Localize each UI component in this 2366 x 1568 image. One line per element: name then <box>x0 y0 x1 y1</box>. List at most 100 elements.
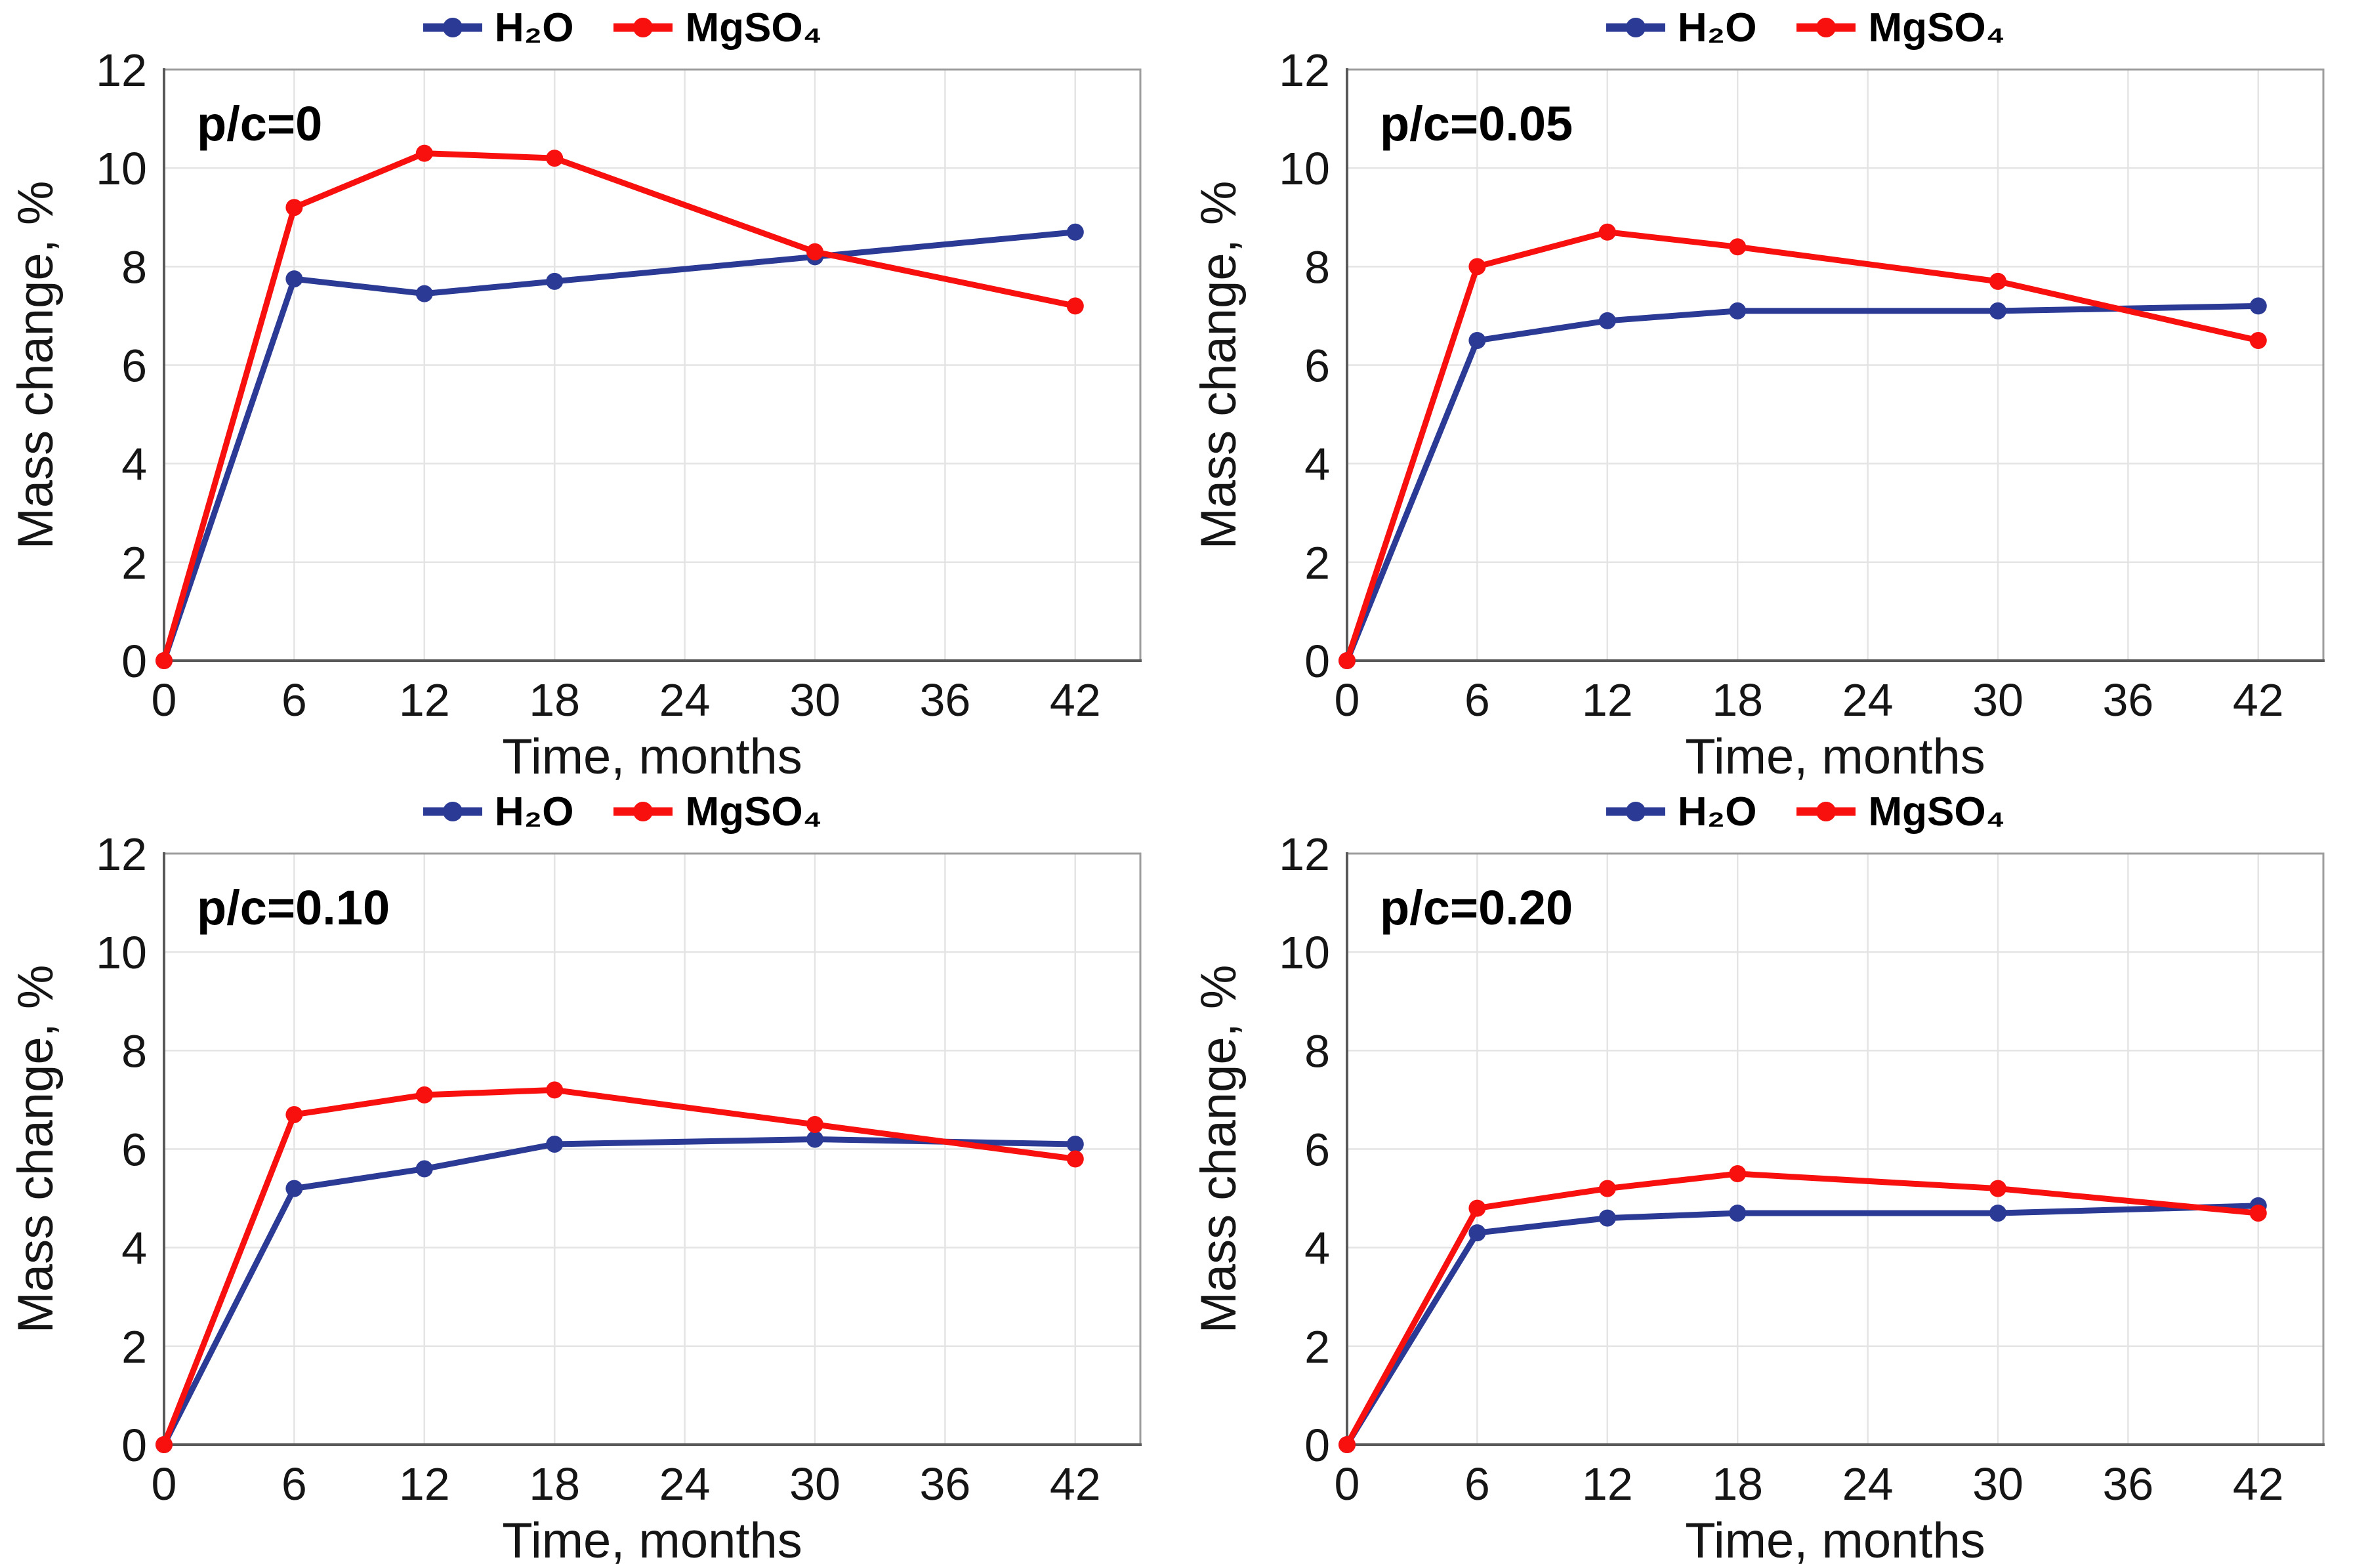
data-point <box>1598 1180 1616 1197</box>
y-tick-label: 8 <box>1304 1025 1330 1077</box>
x-tick-label: 42 <box>1050 674 1101 726</box>
legend-label-h2o: H₂O <box>1677 789 1757 835</box>
data-point <box>415 285 433 302</box>
x-tick-label: 36 <box>2102 1458 2153 1510</box>
data-point <box>1729 1205 1747 1222</box>
y-tick-label: 4 <box>1304 439 1330 490</box>
series-line <box>161 1086 1079 1448</box>
y-tick-label: 6 <box>1304 1124 1330 1176</box>
data-point <box>1468 258 1486 276</box>
x-tick-label: 30 <box>789 674 841 726</box>
h2o-series-marker-icon <box>423 802 482 821</box>
legend-item-h2o: H₂O <box>421 5 574 51</box>
x-tick-label: 12 <box>399 1458 450 1510</box>
y-tick-label: 0 <box>1304 636 1330 687</box>
x-tick-label: 24 <box>1842 674 1894 726</box>
chart-legend: H₂O MgSO₄ <box>421 788 822 835</box>
x-tick-label: 42 <box>1050 1458 1101 1510</box>
x-tick-label: 24 <box>659 674 711 726</box>
data-point <box>1066 1150 1084 1168</box>
legend-item-h2o: H₂O <box>1604 5 1756 51</box>
series-line <box>1344 1170 2262 1448</box>
data-point <box>1989 302 2006 320</box>
data-point <box>1468 1224 1486 1242</box>
x-tick-label: 12 <box>1582 674 1633 726</box>
data-point <box>1468 331 1486 349</box>
legend-label-mgso4: MgSO₄ <box>685 789 823 835</box>
data-point <box>1729 238 1747 256</box>
y-tick-label: 12 <box>1279 51 1330 96</box>
y-tick-label: 8 <box>1304 241 1330 293</box>
line-chart-pc-005: 0 2 4 6 8 10 12 0 6 12 18 24 30 36 42 Time, months Mass … <box>1183 51 2366 784</box>
data-point <box>806 243 823 260</box>
x-tick-label: 0 <box>152 674 177 726</box>
y-tick-label: 6 <box>1304 340 1330 392</box>
data-point <box>546 272 564 290</box>
legend-label-mgso4: MgSO₄ <box>1868 5 2006 51</box>
y-axis-title: Mass change, % <box>1191 965 1247 1334</box>
data-point <box>1729 1165 1747 1183</box>
legend-item-mgso4: MgSO₄ <box>1795 5 2005 51</box>
data-point <box>1729 302 1747 320</box>
h2o-series-marker-icon <box>1606 18 1665 37</box>
y-tick-label: 6 <box>121 1124 147 1176</box>
y-tick-label: 10 <box>96 927 147 978</box>
x-tick-label: 12 <box>1582 1458 1633 1510</box>
data-point <box>285 199 303 217</box>
x-tick-label: 0 <box>1335 1458 1360 1510</box>
y-tick-label: 6 <box>121 340 147 392</box>
x-tick-label: 6 <box>281 674 307 726</box>
x-axis-title: Time, months <box>502 729 802 784</box>
legend-label-h2o: H₂O <box>494 5 574 51</box>
chart-legend: H₂O MgSO₄ <box>421 4 822 51</box>
data-point <box>415 1086 433 1104</box>
legend-item-mgso4: MgSO₄ <box>612 5 822 51</box>
x-axis-title: Time, months <box>1685 729 1985 784</box>
panel-title: p/c=0.05 <box>1380 96 1573 151</box>
x-tick-label: 30 <box>1972 1458 2024 1510</box>
data-point <box>2249 1205 2267 1222</box>
x-tick-label: 36 <box>2102 674 2153 726</box>
h2o-series-marker-icon <box>423 18 482 37</box>
line-chart-pc-0: 0 2 4 6 8 10 12 0 6 12 18 24 30 36 42 Time, months Mass … <box>0 51 1183 784</box>
chart-panel-pc-020: H₂O MgSO₄ 0 2 4 6 8 10 12 0 6 12 18 24 30 36 42 Time, m… <box>1183 784 2366 1568</box>
panel-title: p/c=0 <box>197 96 322 151</box>
data-point <box>2249 297 2267 315</box>
data-point <box>156 1436 173 1453</box>
series-line <box>161 150 1079 664</box>
series-line <box>161 229 1079 664</box>
x-tick-label: 18 <box>529 1458 580 1510</box>
x-axis-title: Time, months <box>1685 1513 1985 1568</box>
data-point <box>806 1130 823 1148</box>
line-chart-pc-010: 0 2 4 6 8 10 12 0 6 12 18 24 30 36 42 Time, months Mass … <box>0 835 1183 1568</box>
data-point <box>415 144 433 162</box>
mgso4-series-marker-icon <box>613 18 673 37</box>
y-tick-label: 4 <box>1304 1223 1330 1274</box>
data-point <box>1598 1209 1616 1227</box>
legend-item-h2o: H₂O <box>421 789 573 835</box>
y-tick-label: 0 <box>121 636 147 687</box>
x-tick-label: 30 <box>789 1458 841 1510</box>
y-tick-label: 2 <box>1304 1321 1330 1372</box>
chart-panel-pc-010: H₂O MgSO₄ 0 2 4 6 8 10 12 0 6 12 18 24 30 36 42 Time, m… <box>0 784 1183 1568</box>
legend-item-h2o: H₂O <box>1604 789 1757 835</box>
y-tick-label: 4 <box>121 439 147 490</box>
y-tick-label: 10 <box>1279 927 1330 978</box>
data-point <box>546 1135 564 1153</box>
data-point <box>1066 1135 1084 1153</box>
x-tick-label: 18 <box>529 674 580 726</box>
chart-panel-pc-0: H₂O MgSO₄ 0 2 4 6 8 10 12 0 6 12 18 24 30 36 42 Time, m… <box>0 0 1183 784</box>
data-point <box>285 1105 303 1123</box>
legend-item-mgso4: MgSO₄ <box>612 789 822 835</box>
y-tick-label: 2 <box>121 1321 147 1372</box>
panel-title: p/c=0.10 <box>197 880 390 935</box>
x-tick-label: 6 <box>1464 674 1490 726</box>
panel-title: p/c=0.20 <box>1380 880 1573 935</box>
x-tick-label: 36 <box>919 1458 970 1510</box>
y-tick-label: 10 <box>1279 143 1330 194</box>
y-tick-label: 8 <box>121 241 147 293</box>
